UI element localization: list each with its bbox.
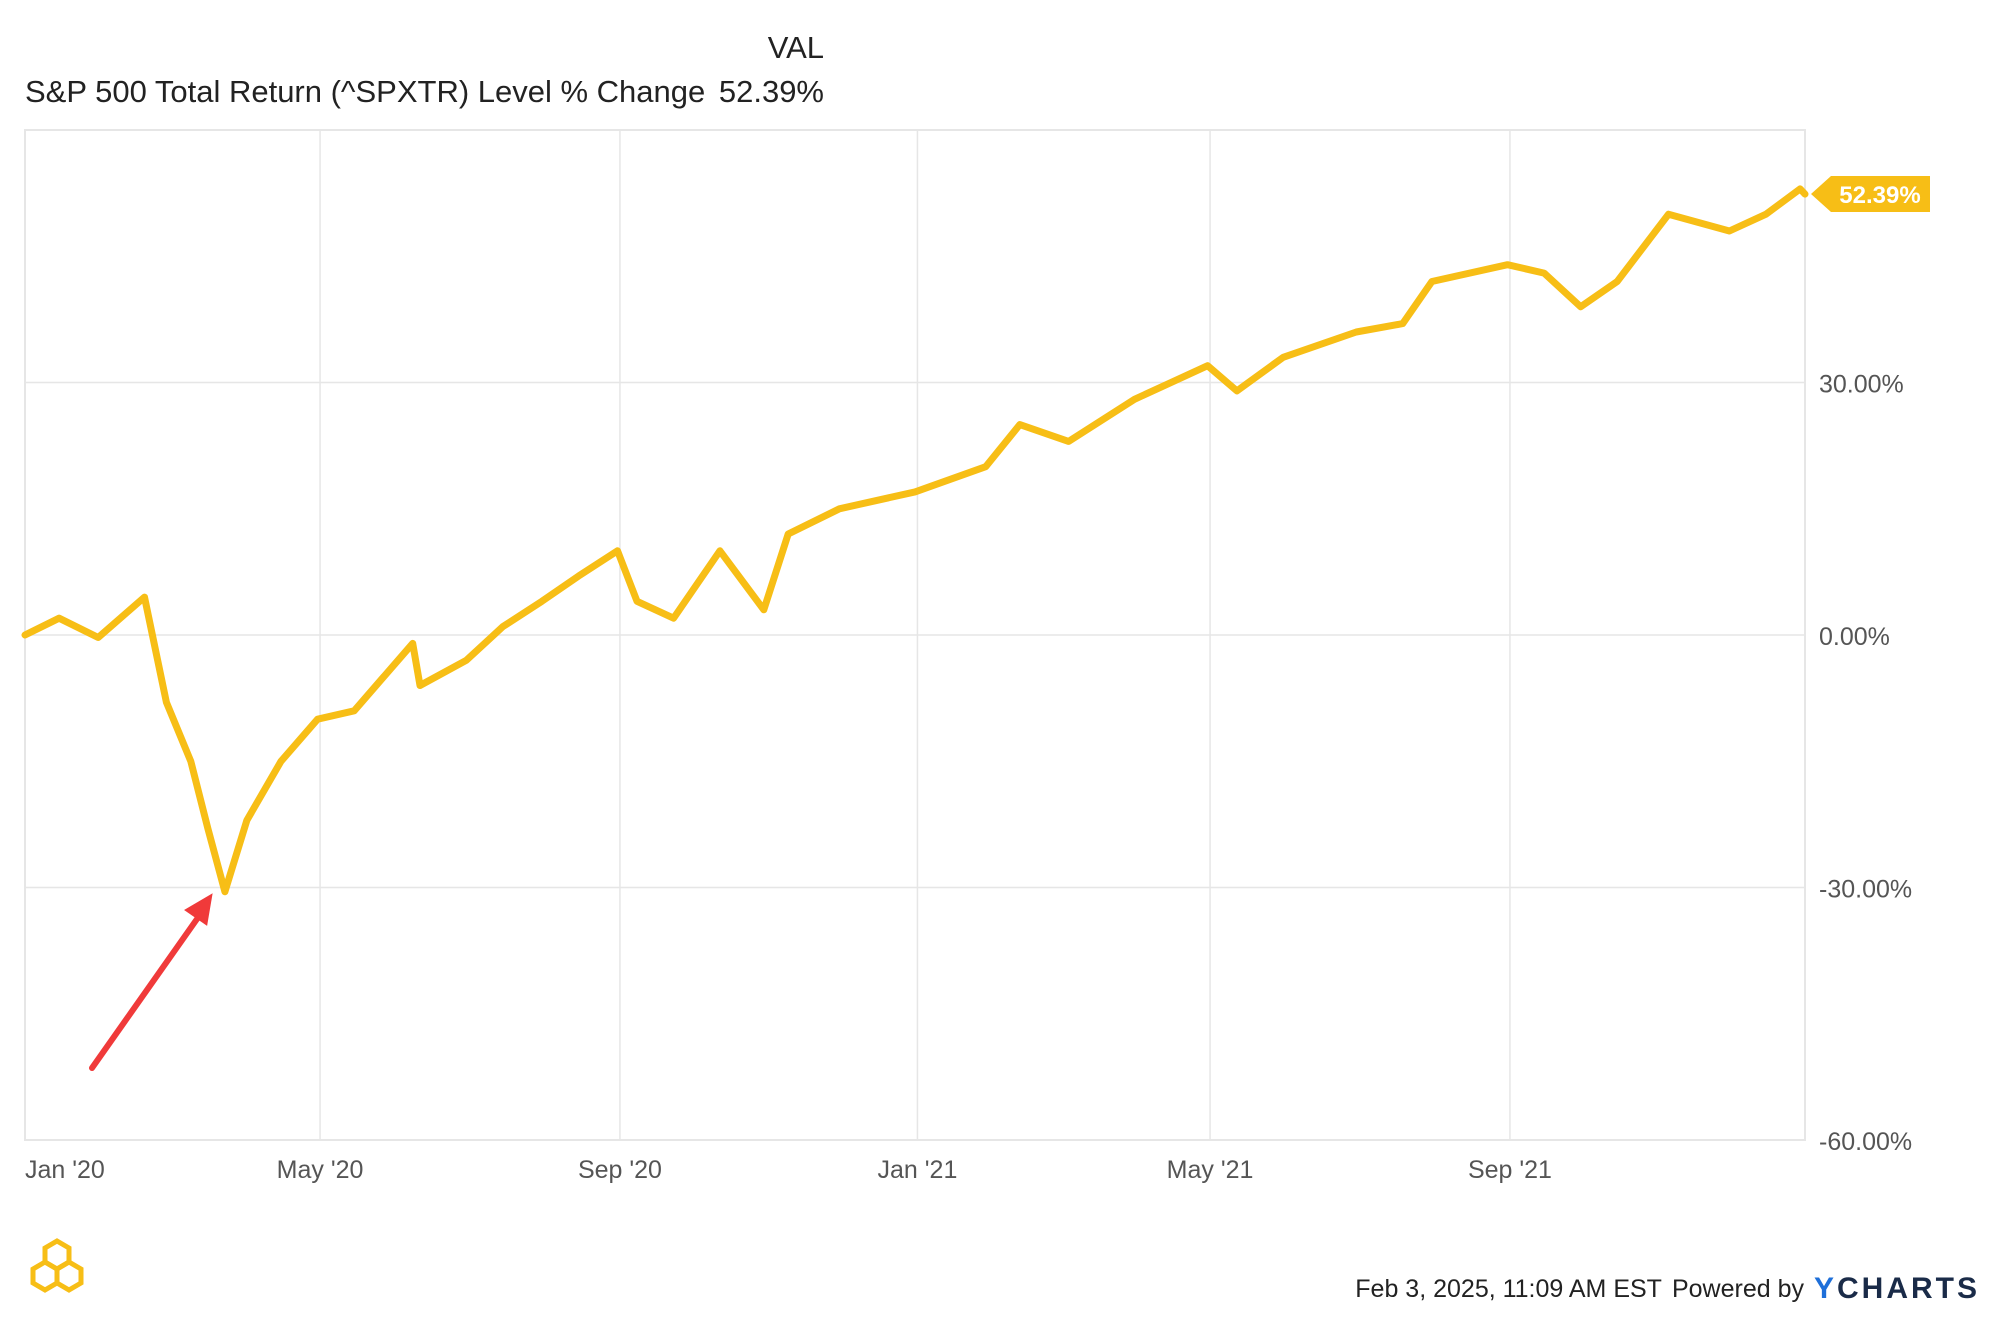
annotation-arrow-head	[184, 893, 213, 926]
x-tick-label: May '21	[1167, 1156, 1254, 1184]
x-tick-label: Sep '20	[578, 1156, 662, 1184]
ycharts-brand[interactable]: YCHARTS	[1814, 1272, 1980, 1306]
x-tick-label: May '20	[277, 1156, 364, 1184]
legend-column-label: VAL	[767, 30, 824, 65]
ycharts-brand-rest: CHARTS	[1837, 1272, 1980, 1305]
y-tick-label: -60.00%	[1819, 1128, 1912, 1156]
footer: Feb 3, 2025, 11:09 AM EST Powered by YCH…	[1355, 1272, 1980, 1306]
x-tick-label: Jan '21	[878, 1156, 958, 1184]
legend-series-value: 52.39%	[718, 74, 824, 109]
y-tick-label: 0.00%	[1819, 623, 1890, 651]
annotation-arrow-shaft	[89, 902, 210, 1071]
x-tick-label: Sep '21	[1468, 1156, 1552, 1184]
series-line	[21, 185, 1809, 896]
line-chart: 30.00% 0.00% -30.00% -60.00% Jan '20 May '20 S…	[21, 129, 1930, 1184]
ycharts-brand-y: Y	[1813, 1272, 1837, 1305]
legend-series-label: S&P 500 Total Return (^SPXTR) Level % Ch…	[25, 74, 706, 109]
x-tick-label: Jan '20	[25, 1156, 105, 1184]
end-value-label: 52.39%	[1839, 182, 1920, 209]
end-value-tag	[1811, 176, 1930, 213]
footer-timestamp: Feb 3, 2025, 11:09 AM EST	[1355, 1274, 1662, 1303]
footer-powered-by: Powered by	[1671, 1274, 1804, 1303]
y-tick-label: 30.00%	[1819, 371, 1904, 399]
hexagon-logo-icon	[28, 1237, 86, 1300]
y-tick-label: -30.00%	[1819, 876, 1912, 904]
